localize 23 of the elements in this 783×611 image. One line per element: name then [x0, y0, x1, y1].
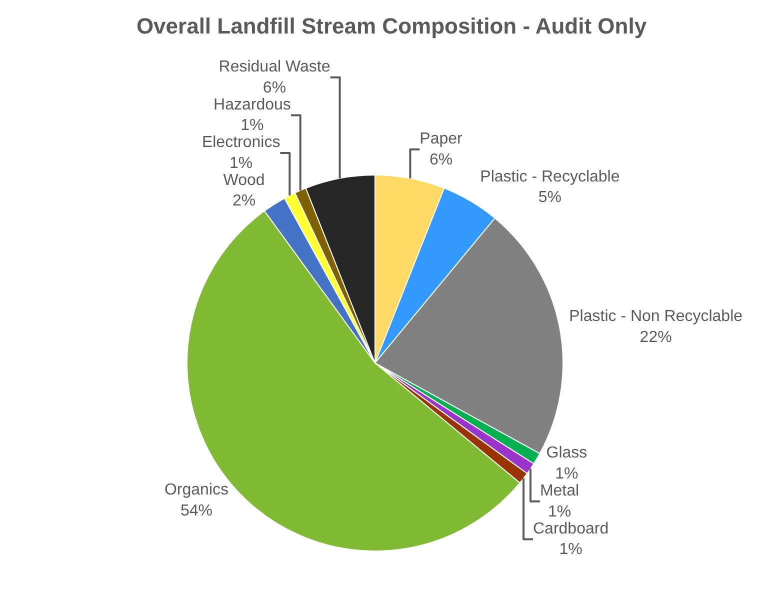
- data-label: 1%: [555, 465, 578, 482]
- slice-label: Hazardous: [214, 96, 291, 114]
- data-label: 1%: [230, 154, 253, 172]
- data-label: 1%: [240, 117, 264, 134]
- slice-label: Glass: [546, 444, 588, 462]
- slice-label: Electronics: [202, 134, 280, 152]
- data-label: 22%: [640, 329, 672, 346]
- data-label: 1%: [548, 503, 572, 520]
- slice-label: Residual Waste: [218, 58, 330, 76]
- slice-label: Paper: [420, 130, 464, 148]
- data-label: 5%: [538, 189, 562, 206]
- slice-label: Plastic - Non Recyclable: [569, 308, 743, 326]
- slice-label: Organics: [164, 482, 229, 499]
- chart-title: Overall Landfill Stream Composition - Audit Only: [136, 14, 648, 39]
- data-label: 6%: [262, 79, 286, 96]
- data-label: 1%: [559, 541, 582, 558]
- slice-label: Wood: [223, 172, 265, 189]
- slice-label: Cardboard: [533, 520, 609, 538]
- slice-label: Plastic - Recyclable: [480, 168, 620, 186]
- slice-label: Metal: [540, 482, 580, 500]
- data-label: 54%: [180, 502, 213, 520]
- data-label: 6%: [429, 151, 453, 168]
- data-label: 2%: [232, 192, 256, 210]
